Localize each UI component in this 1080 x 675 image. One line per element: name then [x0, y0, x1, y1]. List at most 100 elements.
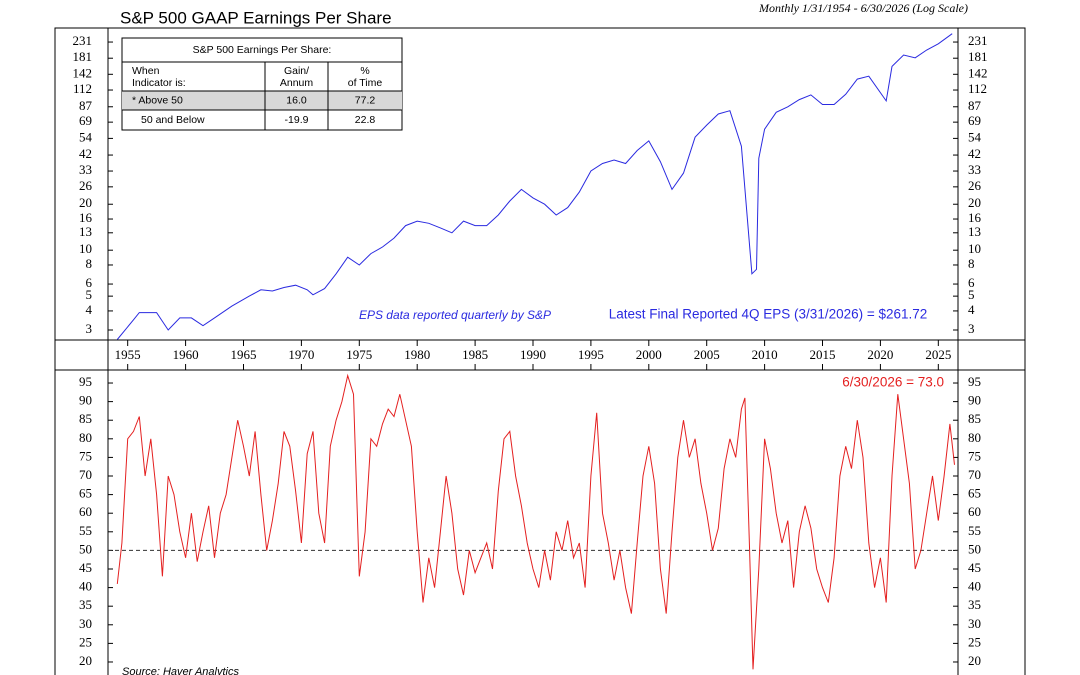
- source-note: Source: Haver Analytics: [122, 666, 239, 675]
- y-tick-label: 26: [79, 178, 93, 193]
- y-tick-label: 10: [968, 241, 981, 256]
- table-header: of Time: [348, 77, 383, 89]
- y-tick-label: 95: [79, 374, 92, 389]
- y-tick-label: 85: [79, 411, 92, 426]
- y-tick-label: 50: [79, 541, 92, 556]
- y-tick-label: 40: [79, 579, 92, 594]
- y-tick-label: 6: [86, 275, 93, 290]
- y-tick-label: 60: [968, 504, 981, 519]
- y-tick-label: 45: [968, 560, 981, 575]
- y-tick-label: 69: [79, 113, 92, 128]
- x-tick-label: 1990: [520, 347, 546, 362]
- y-tick-label: 30: [79, 616, 92, 631]
- y-tick-label: 30: [968, 616, 981, 631]
- table-cell: 77.2: [355, 94, 376, 106]
- table-header: Annum: [280, 77, 314, 89]
- y-tick-label: 60: [79, 504, 92, 519]
- data-line: [116, 373, 955, 670]
- table-header: %: [360, 65, 369, 77]
- x-tick-label: 2000: [636, 347, 662, 362]
- y-tick-label: 142: [73, 65, 93, 80]
- y-tick-label: 45: [79, 560, 92, 575]
- x-tick-label: 2020: [867, 347, 893, 362]
- x-tick-label: 2025: [925, 347, 951, 362]
- y-tick-label: 69: [968, 113, 981, 128]
- y-tick-label: 3: [86, 321, 93, 336]
- y-tick-label: 50: [968, 541, 981, 556]
- y-tick-label: 8: [86, 256, 93, 271]
- y-tick-label: 42: [968, 146, 981, 161]
- y-tick-label: 20: [79, 195, 92, 210]
- y-tick-label: 5: [968, 287, 975, 302]
- table-cell: 50 and Below: [141, 114, 205, 126]
- x-tick-label: 1970: [288, 347, 314, 362]
- x-tick-label: 2015: [810, 347, 836, 362]
- x-tick-label: 2010: [752, 347, 778, 362]
- annotation: Latest Final Reported 4Q EPS (3/31/2026)…: [609, 307, 928, 322]
- y-tick-label: 95: [968, 374, 981, 389]
- table-header: Indicator is:: [132, 77, 186, 89]
- y-tick-label: 40: [968, 579, 981, 594]
- x-tick-label: 1995: [578, 347, 604, 362]
- table-cell: 16.0: [286, 94, 307, 106]
- y-tick-label: 231: [968, 33, 988, 48]
- y-tick-label: 70: [79, 467, 92, 482]
- y-tick-label: 20: [968, 653, 981, 668]
- outer-frame: [54, 27, 1026, 675]
- y-tick-label: 85: [968, 411, 981, 426]
- y-tick-label: 20: [79, 653, 92, 668]
- y-tick-label: 65: [968, 486, 981, 501]
- annotation: 6/30/2026 = 73.0: [842, 375, 944, 390]
- table-cell: 22.8: [355, 114, 376, 126]
- table-row-highlight: [122, 91, 402, 110]
- table-cell: -19.9: [285, 114, 309, 126]
- y-tick-label: 112: [73, 81, 92, 96]
- y-tick-label: 33: [79, 162, 92, 177]
- y-tick-label: 65: [79, 486, 92, 501]
- y-tick-label: 90: [968, 393, 981, 408]
- x-tick-label: 2005: [694, 347, 720, 362]
- y-tick-label: 13: [79, 224, 92, 239]
- y-tick-label: 13: [968, 224, 981, 239]
- y-tick-label: 4: [86, 302, 93, 317]
- chart-subtitle: Monthly 1/31/1954 - 6/30/2026 (Log Scale…: [758, 1, 968, 15]
- x-tick-label: 1980: [404, 347, 430, 362]
- y-tick-label: 5: [86, 287, 93, 302]
- y-tick-label: 25: [968, 634, 981, 649]
- y-tick-label: 75: [968, 448, 981, 463]
- y-tick-label: 80: [968, 430, 981, 445]
- y-tick-label: 70: [968, 467, 981, 482]
- x-tick-label: 1955: [115, 347, 141, 362]
- y-tick-label: 8: [968, 256, 975, 271]
- y-tick-label: 33: [968, 162, 981, 177]
- x-tick-label: 1960: [173, 347, 199, 362]
- table-header: When: [132, 65, 160, 77]
- table-title: S&P 500 Earnings Per Share:: [193, 44, 332, 56]
- y-tick-label: 35: [79, 597, 92, 612]
- y-tick-label: 75: [79, 448, 92, 463]
- y-tick-label: 54: [968, 129, 982, 144]
- y-tick-label: 55: [79, 523, 92, 538]
- table-header: Gain/: [284, 65, 309, 77]
- y-tick-label: 112: [968, 81, 987, 96]
- y-tick-label: 6: [968, 275, 975, 290]
- chart-title: S&P 500 GAAP Earnings Per Share: [120, 8, 392, 27]
- data-line: [116, 33, 953, 340]
- y-tick-label: 55: [968, 523, 981, 538]
- y-tick-label: 20: [968, 195, 981, 210]
- y-tick-label: 54: [79, 129, 93, 144]
- y-tick-label: 87: [79, 98, 93, 113]
- y-tick-label: 26: [968, 178, 982, 193]
- y-tick-label: 10: [79, 241, 92, 256]
- y-tick-label: 16: [79, 210, 93, 225]
- x-tick-label: 1975: [346, 347, 372, 362]
- y-tick-label: 142: [968, 65, 988, 80]
- y-tick-label: 181: [968, 49, 988, 64]
- y-tick-label: 42: [79, 146, 92, 161]
- x-tick-label: 1985: [462, 347, 488, 362]
- y-tick-label: 87: [968, 98, 982, 113]
- y-tick-label: 181: [73, 49, 93, 64]
- table-frame: [121, 37, 403, 131]
- y-tick-label: 90: [79, 393, 92, 408]
